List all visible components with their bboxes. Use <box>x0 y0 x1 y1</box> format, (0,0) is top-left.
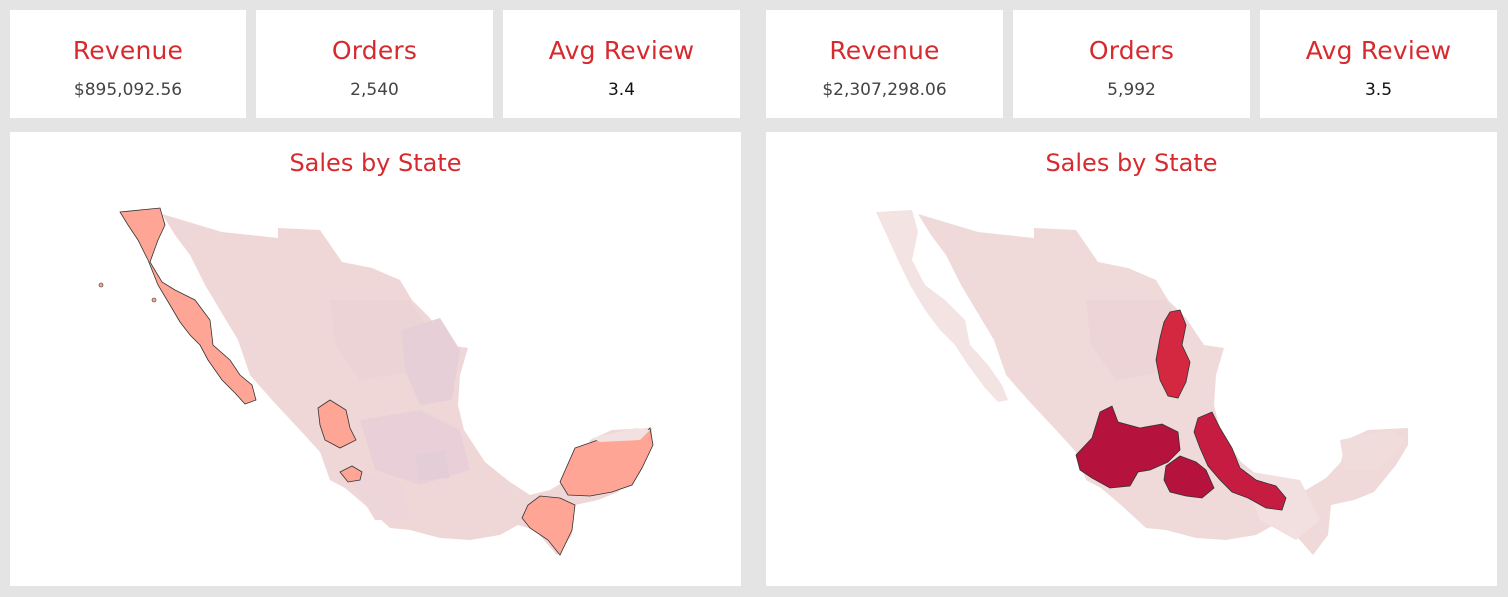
state-region[interactable] <box>345 470 410 520</box>
kpi-value: 5,992 <box>1107 80 1156 100</box>
kpi-title: Revenue <box>72 36 184 65</box>
state-baja-california[interactable] <box>876 210 1008 402</box>
mexico-mainland[interactable] <box>162 214 652 555</box>
kpi-card-avg-review: Avg Review 3.5 <box>1260 10 1497 118</box>
state-jalisco[interactable] <box>1075 405 1181 489</box>
map-title: Sales by State <box>289 149 462 177</box>
state-baja-california[interactable] <box>119 207 257 405</box>
kpi-title: Avg Review <box>1305 36 1452 65</box>
state-region[interactable] <box>1340 430 1405 470</box>
kpi-card-orders: Orders 2,540 <box>256 10 493 118</box>
sales-by-state-map-panel: Sales by State <box>766 132 1497 586</box>
state-region[interactable] <box>592 428 650 442</box>
kpi-card-avg-review: Avg Review 3.4 <box>503 10 740 118</box>
sales-by-state-map-panel: Sales by State <box>10 132 741 586</box>
state-chiapas[interactable] <box>521 495 576 556</box>
kpi-card-revenue: Revenue $2,307,298.06 <box>766 10 1003 118</box>
state-veracruz[interactable] <box>1193 411 1287 511</box>
kpi-title: Revenue <box>829 36 940 65</box>
state-region[interactable] <box>415 450 450 480</box>
kpi-value: 3.5 <box>1364 80 1393 100</box>
kpi-card-revenue: Revenue $895,092.56 <box>10 10 246 118</box>
kpi-card-orders: Orders 5,992 <box>1013 10 1250 118</box>
state-durango[interactable] <box>317 399 357 449</box>
kpi-title: Avg Review <box>548 36 695 65</box>
kpi-value: 3.4 <box>607 80 636 100</box>
kpi-title: Orders <box>1088 36 1175 65</box>
kpi-value: 2,540 <box>350 80 399 100</box>
state-mexico[interactable] <box>1163 455 1215 499</box>
kpi-title: Orders <box>331 36 418 65</box>
map-title: Sales by State <box>1045 149 1218 177</box>
mexico-choropleth-map[interactable] <box>766 132 1497 586</box>
state-colima[interactable] <box>339 465 363 483</box>
island <box>98 282 104 288</box>
state-region[interactable] <box>402 318 460 405</box>
island <box>151 297 157 303</box>
state-nuevo-leon[interactable] <box>1155 309 1191 399</box>
kpi-value: $2,307,298.06 <box>822 80 947 100</box>
kpi-value: $895,092.56 <box>73 80 183 100</box>
mexico-choropleth-map[interactable] <box>10 132 741 586</box>
